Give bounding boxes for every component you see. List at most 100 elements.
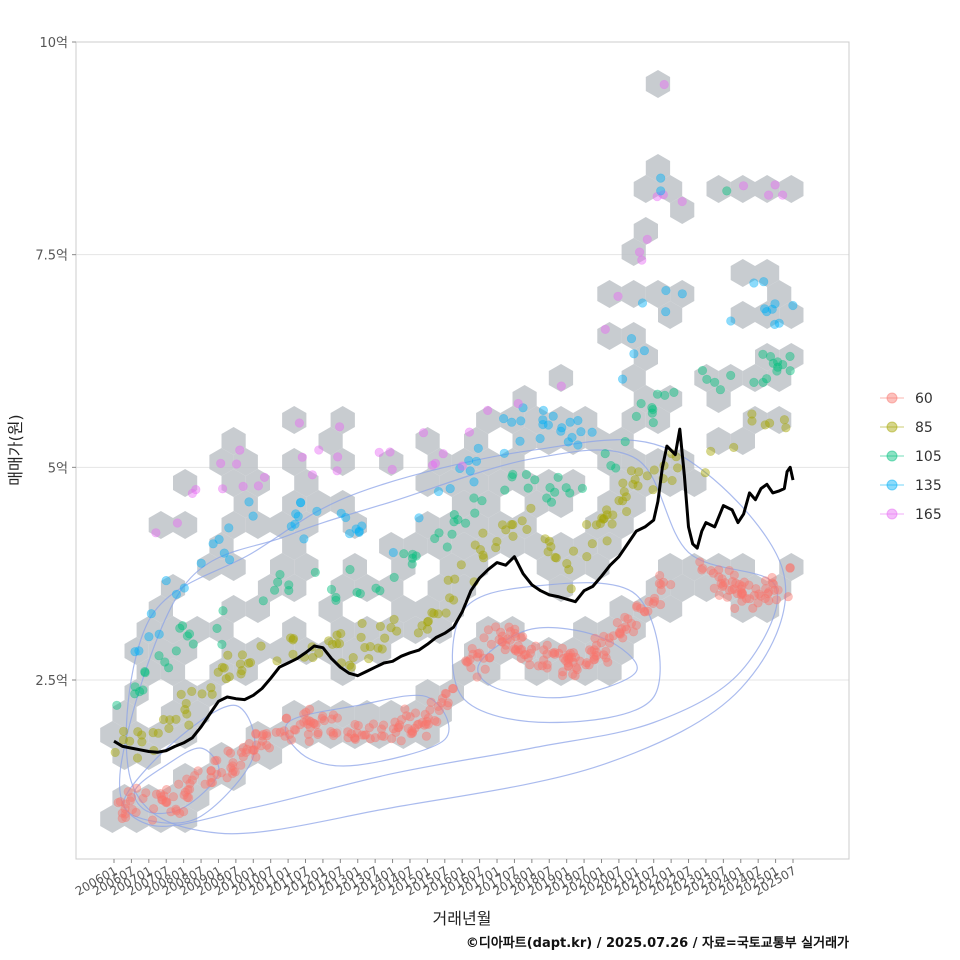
data-point [449, 517, 459, 527]
data-point [317, 713, 327, 724]
data-point [563, 437, 573, 447]
data-point [127, 792, 137, 803]
data-point [573, 415, 583, 426]
data-point [710, 377, 720, 387]
data-point [319, 715, 329, 726]
data-point [652, 192, 662, 202]
hexbin-cell [318, 721, 343, 749]
data-point [299, 717, 309, 727]
hexbin-cell [633, 175, 658, 203]
data-point [483, 625, 494, 635]
data-point [558, 667, 568, 677]
data-point [545, 483, 555, 493]
data-point [640, 607, 650, 617]
hexbin-cell [379, 448, 404, 476]
data-point [626, 466, 637, 476]
hexbin-cell [573, 532, 598, 560]
data-point [724, 585, 735, 595]
data-point [413, 628, 424, 638]
data-point [345, 660, 355, 670]
data-point [228, 766, 238, 776]
data-point [206, 765, 216, 776]
data-point [346, 729, 356, 739]
data-point [510, 646, 521, 656]
hexbin-cell [173, 763, 198, 791]
hexbin-cell [536, 427, 561, 455]
data-point [423, 719, 433, 729]
data-point [554, 648, 564, 658]
hexbin-cell [270, 637, 295, 665]
data-point [509, 644, 519, 654]
data-point [761, 374, 772, 384]
hexbin-cell [282, 406, 307, 434]
data-point [156, 792, 166, 802]
hexbin-cell [779, 553, 804, 581]
data-point [508, 531, 518, 541]
data-point [425, 705, 435, 715]
hexbin-cell [451, 658, 477, 686]
hexbin-cell [658, 175, 683, 203]
data-point [297, 452, 307, 462]
data-point [550, 487, 560, 497]
data-point [581, 519, 592, 530]
hexbin-cell [197, 679, 222, 707]
data-point [336, 628, 346, 639]
hexbin-cell [221, 637, 246, 665]
hexbin-cell [173, 637, 198, 665]
hexbin-cell [706, 427, 731, 455]
data-point [472, 672, 482, 682]
data-point [430, 533, 440, 544]
data-point [558, 653, 569, 663]
data-point [601, 505, 612, 515]
hexbin-cell [209, 658, 234, 686]
data-point [259, 472, 270, 482]
hexbin-cell [706, 553, 731, 581]
data-point [270, 585, 280, 595]
data-point [256, 741, 266, 751]
hexbin-cell [391, 721, 416, 749]
data-point [634, 467, 644, 477]
hexbin-cell [694, 364, 719, 392]
data-point [729, 570, 739, 580]
data-point [434, 705, 444, 716]
data-point [180, 787, 190, 797]
data-point [788, 300, 798, 311]
data-point [729, 584, 739, 594]
data-point [715, 385, 726, 395]
data-point [430, 458, 441, 468]
data-point [123, 787, 133, 797]
data-point [576, 427, 586, 437]
data-point [567, 432, 577, 443]
hexbin-cell [476, 490, 501, 518]
data-point [423, 617, 433, 627]
data-point [633, 481, 643, 491]
data-point [226, 763, 236, 773]
data-point [516, 416, 526, 426]
data-point [375, 621, 386, 632]
data-point [251, 740, 261, 750]
hexbin-cell [585, 511, 610, 539]
data-point [760, 576, 771, 586]
data-point [563, 661, 573, 672]
data-point [602, 510, 612, 520]
data-point [244, 738, 254, 749]
data-point [244, 497, 254, 507]
hexbin-cell [318, 595, 343, 623]
data-point [159, 791, 169, 801]
hexbin-cell [706, 385, 731, 413]
data-point [135, 686, 145, 697]
data-point [471, 456, 482, 466]
data-point [767, 304, 777, 314]
data-point [767, 572, 777, 583]
hexbin-cell [270, 511, 295, 539]
data-point [553, 472, 563, 482]
data-point [632, 602, 642, 612]
hexbin-cell [451, 532, 477, 560]
data-point [785, 562, 795, 573]
hexbin-cell [742, 364, 768, 392]
hexbin-cell [221, 763, 246, 791]
data-point [708, 568, 719, 578]
data-point [607, 519, 617, 529]
hexbin-cell [294, 721, 319, 749]
data-point [247, 745, 258, 755]
